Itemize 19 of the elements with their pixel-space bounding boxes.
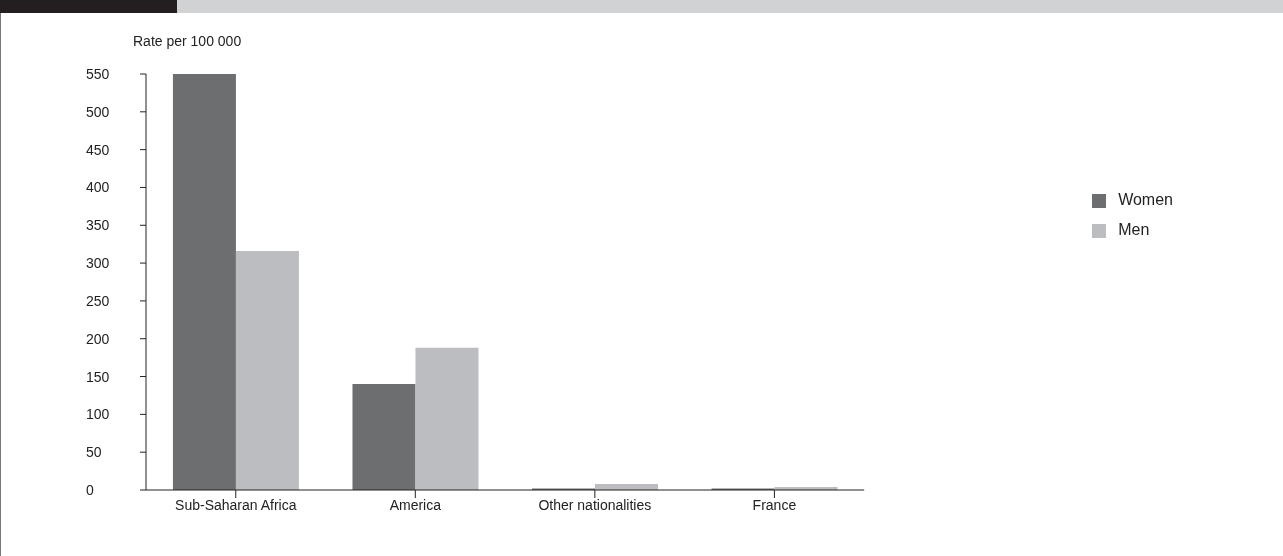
y-tick-label: 200 xyxy=(86,330,110,347)
y-tick-label: 150 xyxy=(86,368,110,385)
y-tick-label: 550 xyxy=(86,65,110,82)
y-tick-label: 300 xyxy=(86,255,110,272)
y-tick-label: 350 xyxy=(86,217,110,234)
legend-label: Men xyxy=(1118,221,1150,238)
y-tick-label: 400 xyxy=(86,179,110,196)
y-tick-label: 50 xyxy=(86,444,102,461)
x-tick-label: France xyxy=(752,496,797,513)
y-axis-title: Rate per 100 000 xyxy=(133,33,242,49)
y-tick-label: 500 xyxy=(86,103,110,120)
x-tick-label: Sub-Saharan Africa xyxy=(175,496,297,513)
x-tick-label: America xyxy=(389,496,442,513)
x-tick-label: Other nationalities xyxy=(538,496,652,513)
legend-label: Women xyxy=(1118,191,1173,208)
y-tick-label: 450 xyxy=(86,141,110,158)
y-tick-label: 250 xyxy=(86,292,110,309)
y-tick-label: 0 xyxy=(86,481,94,498)
y-tick-label: 100 xyxy=(86,406,110,423)
